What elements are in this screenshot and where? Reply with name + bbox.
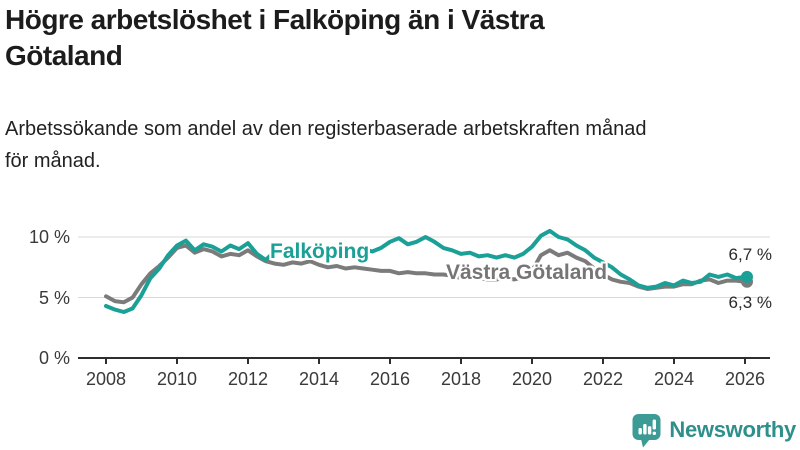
x-axis-label: 2024 <box>653 369 695 389</box>
vastra-gotaland-line <box>104 243 747 305</box>
x-axis-label: 2016 <box>369 369 411 389</box>
vastra-gotaland-end-value-label: 6,3 % <box>728 293 772 312</box>
x-axis-label: 2018 <box>440 369 482 389</box>
falkoping-line <box>104 228 747 314</box>
x-axis-label: 2014 <box>298 369 340 389</box>
vastra-gotaland-series-label: Västra Götaland <box>446 261 608 284</box>
x-axis-label: 2012 <box>227 369 269 389</box>
x-axis-label: 2020 <box>511 369 553 389</box>
x-axis-label: 2008 <box>85 369 127 389</box>
newsworthy-logo-text: Newsworthy <box>669 417 796 442</box>
y-axis-label: 5 % <box>38 287 70 308</box>
y-axis-label: 10 % <box>28 227 70 247</box>
y-axis-label: 0 % <box>38 348 70 368</box>
page-subtitle: Arbetssökande som andel av den registerb… <box>5 118 647 173</box>
newsworthy-icon <box>632 414 661 448</box>
newsworthy-logo[interactable]: Newsworthy <box>631 412 796 448</box>
page-title: Högre arbetslöshet i Falköping än i Väst… <box>5 4 545 72</box>
x-axis-label: 2010 <box>156 369 198 389</box>
falkoping-end-dot <box>741 270 753 283</box>
x-axis-label: 2026 <box>724 369 766 389</box>
x-axis-label: 2022 <box>582 369 624 389</box>
falkoping-end-value-label: 6,7 % <box>728 245 772 264</box>
falkoping-series-label: Falköping <box>270 240 370 263</box>
